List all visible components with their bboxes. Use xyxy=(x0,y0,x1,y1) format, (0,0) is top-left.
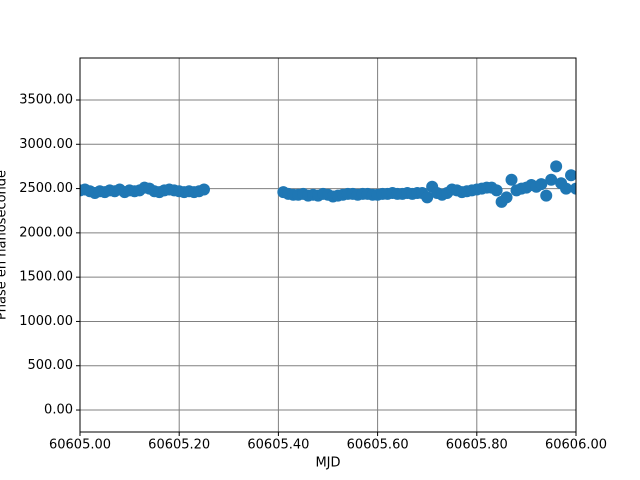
x-tick-label: 60605.60 xyxy=(347,438,409,453)
y-tick-label: 500.00 xyxy=(28,358,74,373)
point xyxy=(560,182,573,195)
point xyxy=(535,178,548,191)
point xyxy=(570,182,576,195)
plot-frame xyxy=(79,57,577,433)
y-tick-label: 2500.00 xyxy=(19,181,73,196)
point xyxy=(540,189,553,202)
y-tick-label: 2000.00 xyxy=(19,225,73,240)
x-tick-label: 60605.20 xyxy=(148,438,210,453)
x-tick-label: 60605.40 xyxy=(247,438,309,453)
y-tick-label: 0.00 xyxy=(44,403,73,418)
y-tick-label: 1500.00 xyxy=(19,270,73,285)
point xyxy=(500,191,513,204)
point xyxy=(490,184,503,197)
y-axis-label: Phase en nanoseconde xyxy=(0,170,10,320)
point xyxy=(565,169,576,182)
point xyxy=(545,173,558,186)
point xyxy=(505,173,518,186)
y-tick-label: 3000.00 xyxy=(19,137,73,152)
point xyxy=(550,160,563,173)
point xyxy=(421,191,434,204)
y-tick-label: 3500.00 xyxy=(19,92,73,107)
x-tick-label: 60605.00 xyxy=(49,438,111,453)
point xyxy=(198,183,210,196)
x-axis-label: MJD xyxy=(315,456,340,471)
x-tick-label: 60606.00 xyxy=(545,438,607,453)
points xyxy=(80,160,576,208)
x-tick-label: 60605.80 xyxy=(446,438,508,453)
y-tick-label: 1000.00 xyxy=(19,314,73,329)
